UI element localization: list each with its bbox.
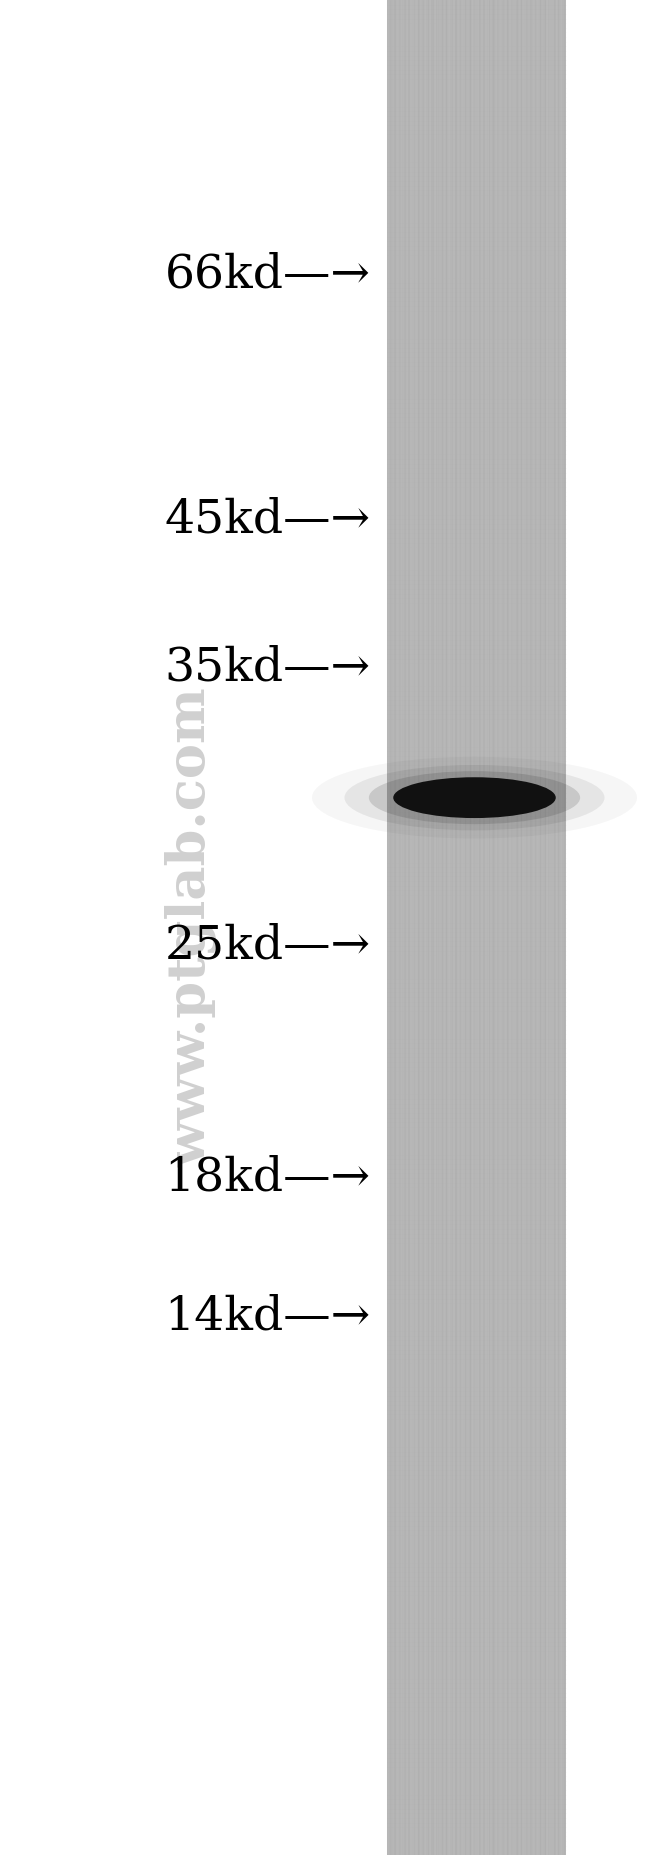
Text: 66kd—→: 66kd—→ xyxy=(164,252,370,297)
Text: www.ptglab.com: www.ptglab.com xyxy=(166,688,218,1167)
Ellipse shape xyxy=(393,777,556,818)
Text: 14kd—→: 14kd—→ xyxy=(164,1295,370,1339)
Text: 45kd—→: 45kd—→ xyxy=(164,497,370,542)
Ellipse shape xyxy=(344,764,604,831)
Ellipse shape xyxy=(369,772,580,824)
Text: 35kd—→: 35kd—→ xyxy=(164,646,370,690)
Bar xyxy=(387,0,566,1855)
Text: 18kd—→: 18kd—→ xyxy=(164,1156,370,1200)
Text: 25kd—→: 25kd—→ xyxy=(164,924,370,968)
